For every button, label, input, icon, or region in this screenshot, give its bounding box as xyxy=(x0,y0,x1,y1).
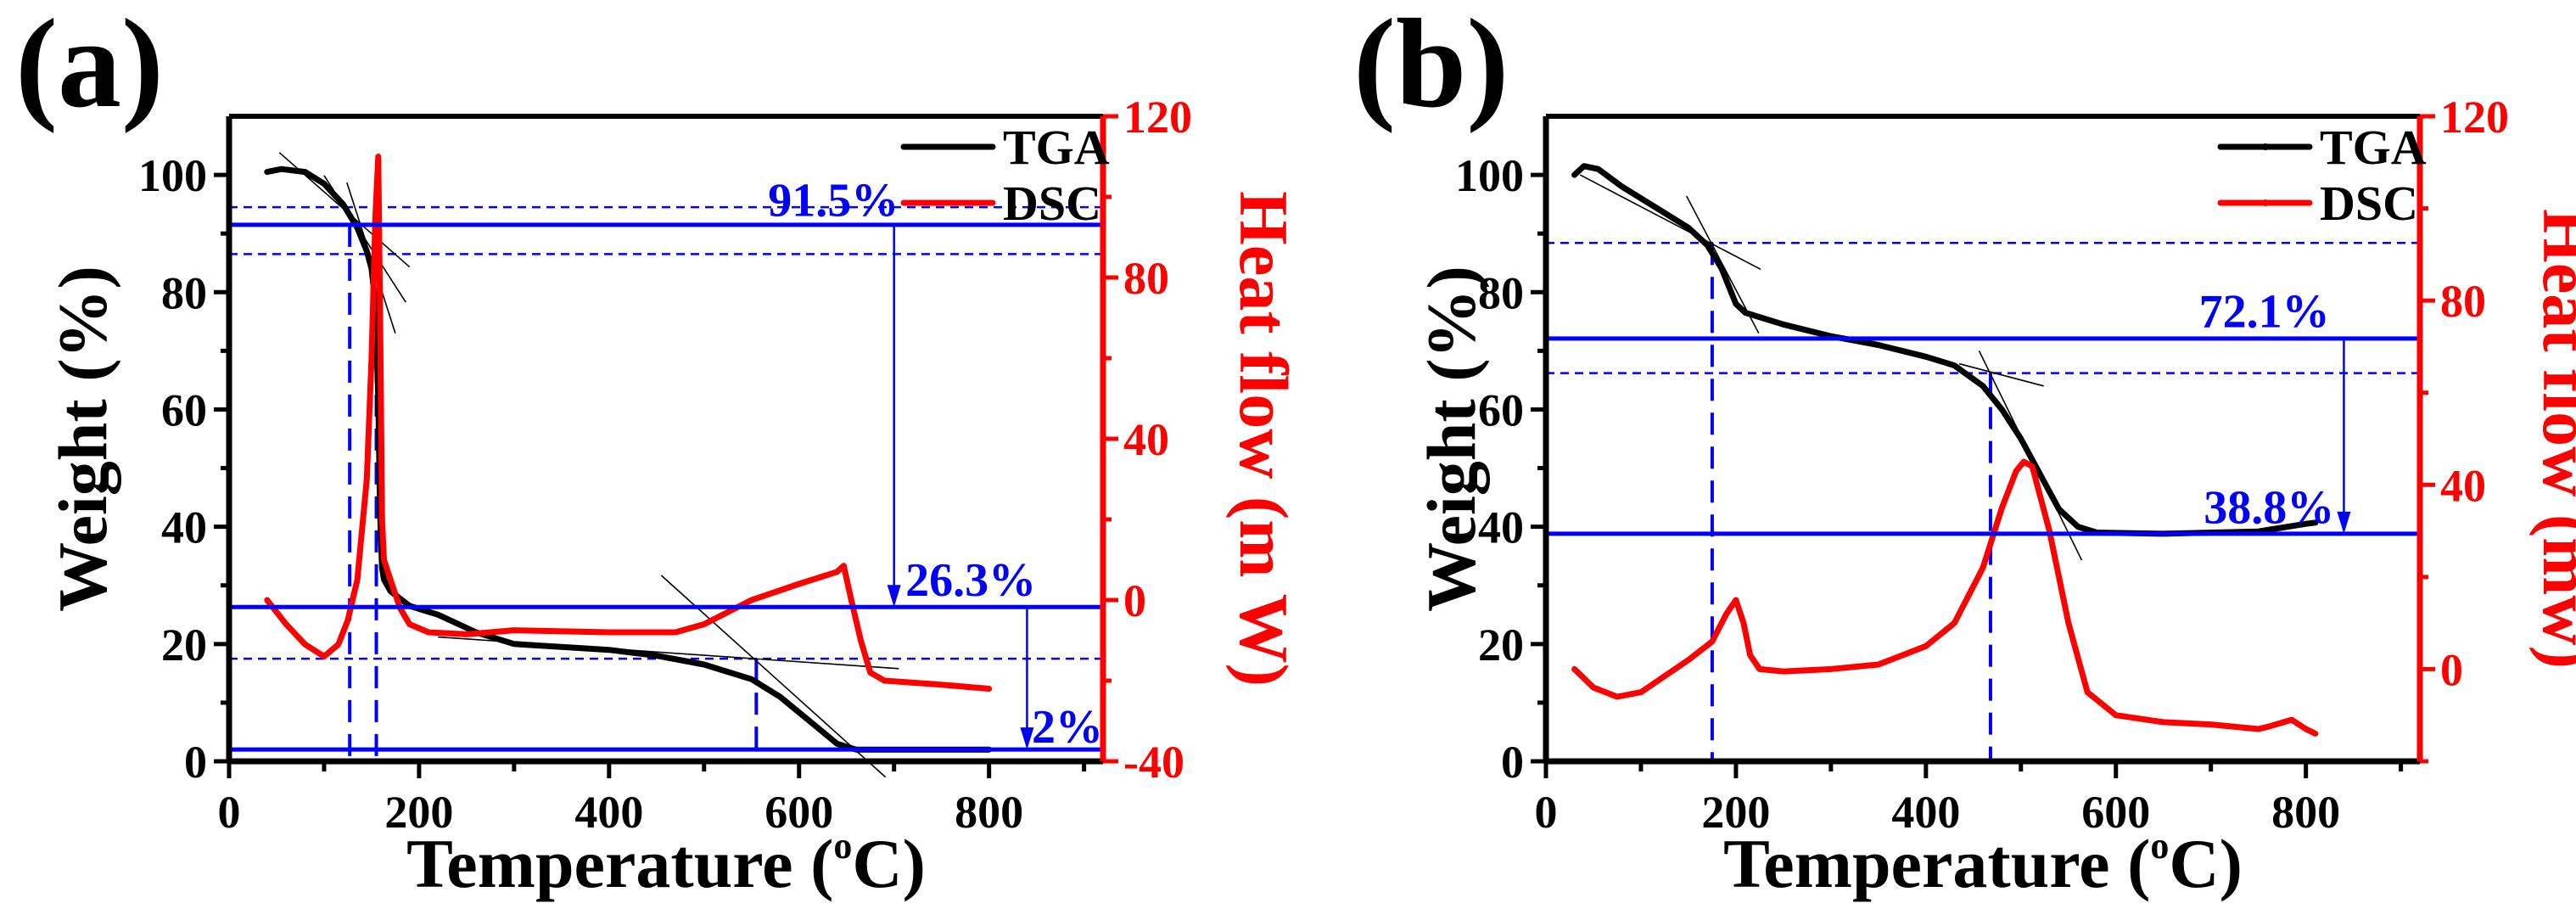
x-tick-label: 400 xyxy=(574,787,643,838)
legend-label-tga: TGA xyxy=(2320,120,2427,175)
tga-curve xyxy=(1571,163,2319,537)
tangent-line xyxy=(1579,174,1761,271)
panel-b: (b) Weight (%) Heat flow (mw) Temperatur… xyxy=(1353,0,2576,902)
y-axis-title: Weight (%) xyxy=(1413,266,1490,612)
x-tick-label: 0 xyxy=(218,787,241,838)
y2-tick-label: 120 xyxy=(2440,92,2509,143)
x-axis-title: Temperature (oC) xyxy=(1723,825,2243,902)
degree-superscript: o xyxy=(833,825,852,867)
y2-axis-title: Heat flow (m W) xyxy=(1225,191,1302,687)
y2-tick-label: 40 xyxy=(2440,460,2486,511)
x-tick-label: 0 xyxy=(1535,787,1558,838)
panel-label: (b) xyxy=(1353,0,1509,134)
y-tick-label: 0 xyxy=(1501,737,1524,788)
y2-axis-title: Heat flow (mw) xyxy=(2528,209,2576,669)
annotation-label: 72.1% xyxy=(2199,286,2330,339)
legend-marker xyxy=(2262,143,2269,150)
degree-superscript: o xyxy=(2150,825,2169,867)
x-tick-label: 800 xyxy=(2271,787,2340,838)
legend-label-dsc: DSC xyxy=(2320,176,2418,231)
y-tick-label: 60 xyxy=(1478,384,1524,435)
y2-tick-label: 0 xyxy=(2440,644,2463,695)
y-tick-label: 0 xyxy=(184,737,207,788)
y2-tick-label: 80 xyxy=(1123,253,1169,304)
x-tick-label: 600 xyxy=(2081,787,2150,838)
y2-tick-label: 0 xyxy=(1123,575,1146,626)
legend-label-dsc: DSC xyxy=(1003,176,1101,231)
dsc-curve xyxy=(1571,458,2319,737)
annotation-label: 26.3% xyxy=(905,554,1036,607)
y-tick-label: 80 xyxy=(161,267,207,318)
x-tick-label: 200 xyxy=(1701,787,1770,838)
x-axis-title-end: C) xyxy=(2169,825,2243,902)
y-axis-title: Weight (%) xyxy=(44,266,121,612)
x-tick-label: 400 xyxy=(1891,787,1960,838)
x-axis-title-main: Temperature ( xyxy=(406,825,833,902)
y-tick-label: 100 xyxy=(1455,150,1524,201)
arrow-head-icon xyxy=(887,585,901,608)
y-tick-label: 40 xyxy=(1478,502,1524,553)
x-tick-label: 600 xyxy=(764,787,833,838)
y2-tick-label: -40 xyxy=(1123,737,1184,788)
y-tick-label: 60 xyxy=(161,384,207,435)
arrow-head-icon xyxy=(2337,511,2351,534)
panel-label: (a) xyxy=(15,0,164,134)
y2-tick-label: 40 xyxy=(1123,414,1169,465)
tangent-line xyxy=(1958,362,2044,387)
legend-marker xyxy=(2262,199,2269,206)
x-tick-label: 800 xyxy=(955,787,1023,838)
arrow-head-icon xyxy=(1020,727,1034,750)
x-axis-title-end: C) xyxy=(852,825,926,902)
annotation-label: 2% xyxy=(1032,701,1103,754)
y-tick-label: 20 xyxy=(1478,620,1524,670)
annotation-label: 91.5% xyxy=(768,174,899,227)
x-tick-label: 200 xyxy=(384,787,453,838)
annotation-label: 38.8% xyxy=(2204,481,2334,534)
x-axis-title: Temperature (oC) xyxy=(406,825,926,902)
y2-tick-label: 120 xyxy=(1123,92,1192,143)
legend-label-tga: TGA xyxy=(1003,120,1110,175)
y-tick-label: 40 xyxy=(161,502,207,553)
y2-tick-label: 80 xyxy=(2440,276,2486,327)
panel-a: (a) Weight (%) Heat flow (m W) Temperatu… xyxy=(15,0,1302,902)
y-tick-label: 20 xyxy=(161,620,207,670)
x-axis-title-main: Temperature ( xyxy=(1723,825,2150,902)
y-tick-label: 100 xyxy=(138,150,207,201)
y-tick-label: 80 xyxy=(1478,267,1524,318)
